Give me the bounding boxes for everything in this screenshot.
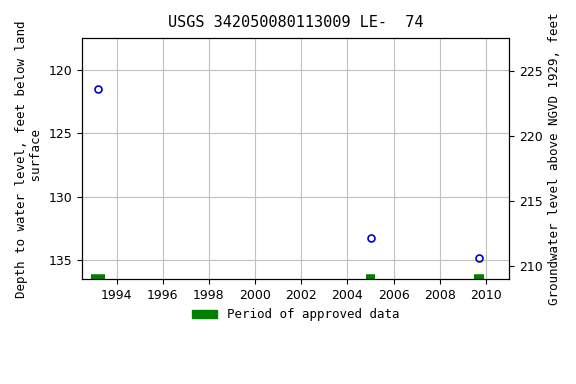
Y-axis label: Depth to water level, feet below land
 surface: Depth to water level, feet below land su… (15, 20, 43, 298)
Title: USGS 342050080113009 LE-  74: USGS 342050080113009 LE- 74 (168, 15, 423, 30)
Y-axis label: Groundwater level above NGVD 1929, feet: Groundwater level above NGVD 1929, feet (548, 13, 561, 305)
Legend: Period of approved data: Period of approved data (187, 303, 404, 326)
